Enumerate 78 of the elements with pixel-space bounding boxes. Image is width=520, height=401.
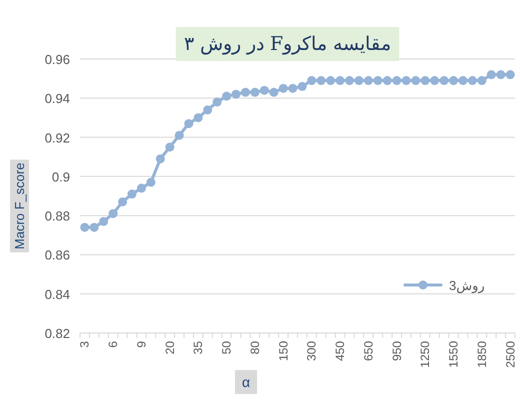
- x-tick-label: 3: [78, 340, 92, 348]
- point: [354, 76, 364, 86]
- point: [458, 76, 468, 86]
- point: [156, 154, 165, 164]
- point: [90, 222, 99, 232]
- point: [250, 88, 260, 97]
- point: [496, 70, 506, 80]
- point: [184, 119, 194, 128]
- x-tick-label: 2500: [503, 340, 518, 368]
- point: [316, 76, 326, 86]
- point: [240, 88, 250, 97]
- y-tick-label: 0.96: [44, 52, 70, 67]
- point: [99, 216, 108, 226]
- point: [118, 197, 128, 206]
- y-tick-label: 0.94: [44, 91, 70, 106]
- point: [146, 178, 156, 187]
- point: [440, 76, 449, 86]
- x-tick-label: 650: [361, 340, 376, 362]
- xlabel: α: [234, 370, 258, 394]
- x-tick-label: 950: [390, 340, 404, 362]
- x-tick-label: 1250: [418, 340, 432, 368]
- y-tick-label: 0.9: [52, 169, 70, 184]
- point: [430, 76, 440, 86]
- point: [232, 90, 241, 99]
- point: [336, 76, 345, 86]
- point: [411, 76, 420, 86]
- title: مقایسه ماکروF در روش ۳: [176, 27, 400, 61]
- x-tick-label: 50: [220, 340, 234, 354]
- x-tick-label: 6: [106, 340, 120, 348]
- x-tick-label: 450: [333, 340, 348, 362]
- x-tick-label: 300: [304, 340, 319, 362]
- point: [288, 84, 298, 93]
- point: [260, 86, 269, 95]
- point: [364, 76, 373, 86]
- y-tick-label: 0.84: [44, 286, 70, 302]
- point: [194, 113, 203, 122]
- point: [468, 76, 477, 86]
- point: [307, 76, 316, 86]
- x-tick-label: 1550: [446, 340, 461, 368]
- legend-label: روش3: [449, 278, 485, 294]
- point: [80, 222, 90, 232]
- y-axis-title: Macro F_score: [12, 162, 27, 250]
- x-tick-label: 9: [134, 340, 148, 348]
- point: [477, 76, 486, 86]
- point: [278, 84, 288, 93]
- point: [373, 76, 382, 86]
- y-tick-label: 0.86: [44, 248, 70, 263]
- point: [203, 105, 212, 114]
- chart-title: مقایسه ماکروF در روش ۳: [184, 33, 392, 55]
- point: [382, 76, 392, 86]
- point: [326, 76, 336, 86]
- x-tick-label: 20: [162, 340, 177, 354]
- y-tick-label: 0.82: [44, 326, 70, 341]
- point: [392, 76, 402, 86]
- point: [449, 76, 458, 86]
- point: [486, 70, 496, 80]
- ylabel: Macro F_score: [10, 160, 29, 252]
- point: [420, 76, 430, 86]
- point: [269, 88, 278, 97]
- point: [298, 82, 307, 91]
- point: [165, 142, 174, 152]
- x-tick-label: 80: [248, 340, 262, 354]
- point: [212, 98, 222, 107]
- point: [128, 190, 137, 199]
- point: [506, 70, 515, 80]
- y-tick-label: 0.92: [44, 130, 70, 146]
- point: [108, 209, 118, 218]
- x-axis-title: α: [242, 374, 250, 390]
- point: [136, 184, 146, 193]
- point: [174, 130, 184, 140]
- y-tick-label: 0.88: [44, 208, 70, 224]
- legend: روش3: [404, 278, 485, 293]
- point: [222, 92, 232, 101]
- point: [345, 76, 354, 86]
- x-tick-label: 35: [191, 340, 206, 354]
- x-tick-label: 150: [276, 340, 290, 362]
- x-tick-label: 1850: [474, 340, 489, 368]
- point: [402, 76, 411, 86]
